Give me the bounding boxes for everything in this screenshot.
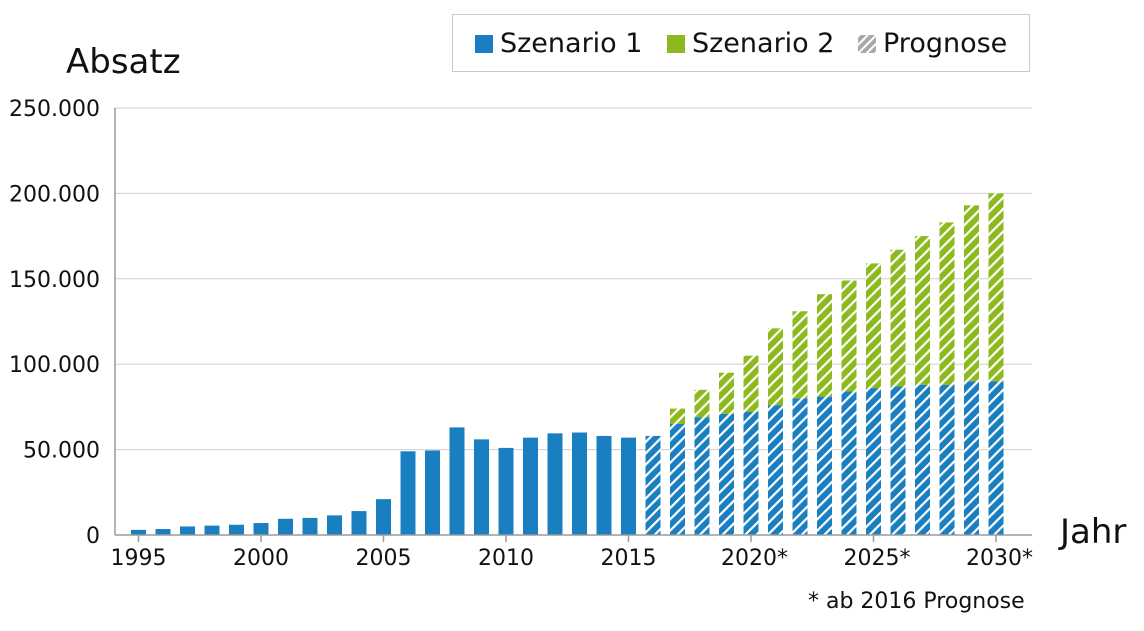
- bar-szenario-2-2019: [719, 372, 734, 414]
- bar-szenario-1-2012: [547, 433, 563, 535]
- bar-szenario-1-2024: [841, 391, 857, 535]
- legend-swatch-prognose: [858, 35, 876, 53]
- x-axis-title: Jahr: [1060, 512, 1127, 552]
- bar-szenario-2-2027: [915, 236, 930, 385]
- bar-szenario-1-2002: [302, 517, 318, 535]
- bar-szenario-1-2003: [327, 515, 342, 535]
- x-tick-label: 2000: [233, 546, 289, 571]
- x-tick-label: 2025*: [844, 546, 911, 571]
- y-tick-label: 150.000: [9, 268, 100, 293]
- bar-szenario-1-1997: [180, 526, 195, 535]
- bars: [131, 193, 1004, 535]
- bar-szenario-1-2015: [621, 437, 636, 535]
- bar-szenario-1-2009: [474, 439, 489, 535]
- legend-swatch-szenario-1: [475, 35, 493, 53]
- bar-szenario-1-2022: [792, 398, 808, 535]
- bar-szenario-2-2022: [792, 311, 808, 399]
- bar-szenario-1-2016: [645, 435, 661, 535]
- bar-szenario-2-2021: [768, 328, 783, 406]
- y-tick-label: 200.000: [9, 182, 100, 207]
- legend-label: Szenario 2: [692, 28, 835, 59]
- bar-szenario-1-2023: [817, 396, 832, 535]
- y-axis-title: Absatz: [66, 42, 181, 82]
- bar-szenario-2-2024: [841, 280, 857, 392]
- x-tick-label: 1995: [111, 546, 167, 571]
- legend-label: Prognose: [883, 28, 1008, 59]
- x-tick-label: 2005: [356, 546, 412, 571]
- bar-szenario-1-2011: [523, 437, 538, 535]
- bar-szenario-1-2004: [351, 511, 367, 535]
- bar-szenario-1-2006: [400, 451, 416, 535]
- bar-szenario-1-2030: [988, 381, 1004, 535]
- legend-label: Szenario 1: [500, 28, 643, 59]
- y-tick-label: 50.000: [23, 439, 100, 464]
- x-tick-label: 2030*: [966, 546, 1033, 571]
- x-tick-label: 2020*: [721, 546, 788, 571]
- bar-szenario-1-1999: [229, 524, 244, 535]
- bar-szenario-2-2017: [670, 408, 685, 424]
- y-tick-label: 250.000: [9, 97, 100, 122]
- legend-item-prognose: Prognose: [858, 29, 1007, 59]
- bar-szenario-1-2010: [498, 447, 514, 535]
- bar-szenario-1-2014: [596, 435, 612, 535]
- bar-szenario-2-2018: [694, 389, 710, 418]
- bar-szenario-1-2029: [964, 381, 979, 535]
- axes: 0 50.000 100.000 150.000 200.000 250.000 1995 2…: [9, 97, 1033, 571]
- bar-szenario-1-2017: [670, 423, 685, 535]
- bar-szenario-1-2021: [768, 405, 783, 535]
- bar-szenario-1-2019: [719, 413, 734, 535]
- bar-szenario-1-2001: [278, 518, 293, 535]
- legend-item-szenario-2: Szenario 2: [667, 29, 834, 59]
- bar-szenario-2-2030: [988, 193, 1004, 382]
- bar-szenario-1-2025: [866, 388, 881, 535]
- x-tick-label: 2010: [478, 546, 534, 571]
- bar-szenario-1-2000: [253, 523, 269, 535]
- bar-szenario-1-2013: [572, 432, 587, 535]
- bar-szenario-2-2023: [817, 294, 832, 397]
- bar-szenario-1-2008: [449, 427, 465, 535]
- bar-szenario-1-2018: [694, 417, 710, 535]
- bar-szenario-1-2005: [376, 499, 391, 535]
- bar-szenario-2-2029: [964, 205, 979, 382]
- y-tick-label: 0: [86, 524, 100, 549]
- footnote: * ab 2016 Prognose: [808, 589, 1025, 614]
- legend: Szenario 1 Szenario 2 Prognose: [452, 14, 1030, 72]
- bar-szenario-2-2020: [743, 355, 759, 413]
- legend-swatch-szenario-2: [667, 35, 685, 53]
- bar-szenario-1-2026: [890, 386, 906, 535]
- bar-szenario-2-2028: [939, 222, 955, 385]
- bar-szenario-1-2027: [915, 384, 930, 535]
- bar-szenario-1-2020: [743, 412, 759, 535]
- y-tick-label: 100.000: [9, 353, 100, 378]
- bar-szenario-1-2007: [425, 450, 440, 535]
- bar-szenario-1-2028: [939, 384, 955, 535]
- legend-item-szenario-1: Szenario 1: [475, 29, 642, 59]
- bar-szenario-1-1998: [204, 525, 220, 535]
- bar-szenario-2-2025: [866, 263, 881, 389]
- x-tick-label: 2015: [601, 546, 657, 571]
- bar-szenario-1-1996: [155, 529, 171, 535]
- bar-szenario-2-2026: [890, 249, 906, 387]
- bar-szenario-1-1995: [131, 529, 146, 535]
